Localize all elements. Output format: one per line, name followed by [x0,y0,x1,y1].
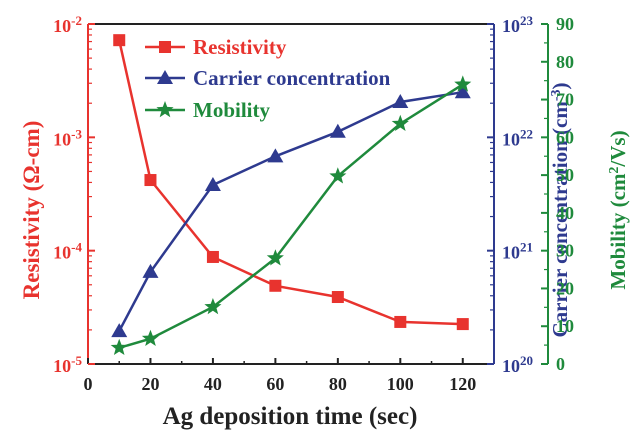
legend-mobility-label: Mobility [193,98,270,122]
legend-carrier-label: Carrier concentration [193,66,391,90]
right-axis-title-main: Mobility (cm [606,173,630,290]
middle-axis-tick-label: 1023 [502,13,534,37]
left-axis-tick-label: 10-3 [53,126,82,150]
middle-axis-tick-label: 1020 [502,353,533,377]
mobility-point [329,167,347,184]
carrier-point [454,84,471,99]
middle-axis-title-sup: -3 [549,89,564,101]
resistivity-point [206,250,219,263]
right-axis-tick-label: 0 [556,354,565,374]
middle-axis-title-end: ) [548,82,572,89]
resistivity-point [394,315,407,328]
legend-resistivity-label: Resistivity [193,35,287,59]
x-tick-label: 120 [449,374,476,394]
mobility-line [118,83,464,350]
x-tick-label: 40 [204,374,222,394]
right-axis-tick-label: 70 [556,90,574,110]
right-axis-tick-label: 90 [556,14,574,34]
left-axis-tick-label: 10-2 [53,13,82,37]
mobility-point [110,338,128,355]
resistivity-point [331,291,344,304]
resistivity-point [456,318,469,331]
resistivity-point [113,34,126,47]
middle-axis-title: Carrier concentration (cm-3) [548,82,572,337]
right-axis-tick-label: 40 [556,203,574,223]
middle-axis-tick-label: 1022 [502,126,533,150]
carrier-point [267,148,284,163]
left-axis-title: Resistivity (Ω-cm) [19,121,44,300]
middle-axis-title-main: Carrier concentration (cm [548,101,572,338]
legend-mobility-marker [156,101,174,118]
left-axis-tick-label: 10-4 [53,239,82,263]
carrier-point [142,263,159,278]
left-axis-title-end: ) [19,121,44,129]
x-axis-title: Ag deposition time (sec) [163,403,418,430]
x-tick-label: 100 [387,374,414,394]
left-axis-title-main: Resistivity ( [19,184,44,300]
mobility-point [391,114,409,131]
resistivity-point [269,279,282,292]
right-axis-tick-label: 20 [556,278,574,298]
right-axis-title-sup: 2 [607,167,622,174]
right-axis-tick-label: 50 [556,165,574,185]
mobility-point [454,75,472,92]
right-axis-title-end: /Vs) [606,130,630,167]
middle-axis-tick-label: 1021 [502,239,533,263]
left-axis-tick-label: 10-5 [53,353,82,377]
right-axis-tick-label: 10 [556,316,574,336]
carrier-point [204,176,221,191]
mobility-point [266,249,284,266]
legend-carrier-marker [157,70,173,84]
right-axis-tick-label: 60 [556,127,574,147]
right-axis-tick-label: 30 [556,241,574,261]
right-axis-tick-label: 80 [556,52,574,72]
x-tick-label: 60 [266,374,284,394]
mobility-point [204,298,222,315]
carrier-point [329,123,346,138]
x-tick-label: 20 [141,374,159,394]
x-tick-label: 80 [329,374,347,394]
carrier-line [118,90,463,332]
x-tick-label: 0 [84,374,93,394]
mobility-point [141,329,159,346]
carrier-point [392,94,409,109]
legend-resistivity-marker [159,41,171,53]
left-axis-title-unit: Ω-cm [19,128,44,183]
right-axis-title: Mobility (cm2/Vs) [606,130,630,289]
carrier-point [111,323,128,338]
resistivity-point [144,174,157,187]
